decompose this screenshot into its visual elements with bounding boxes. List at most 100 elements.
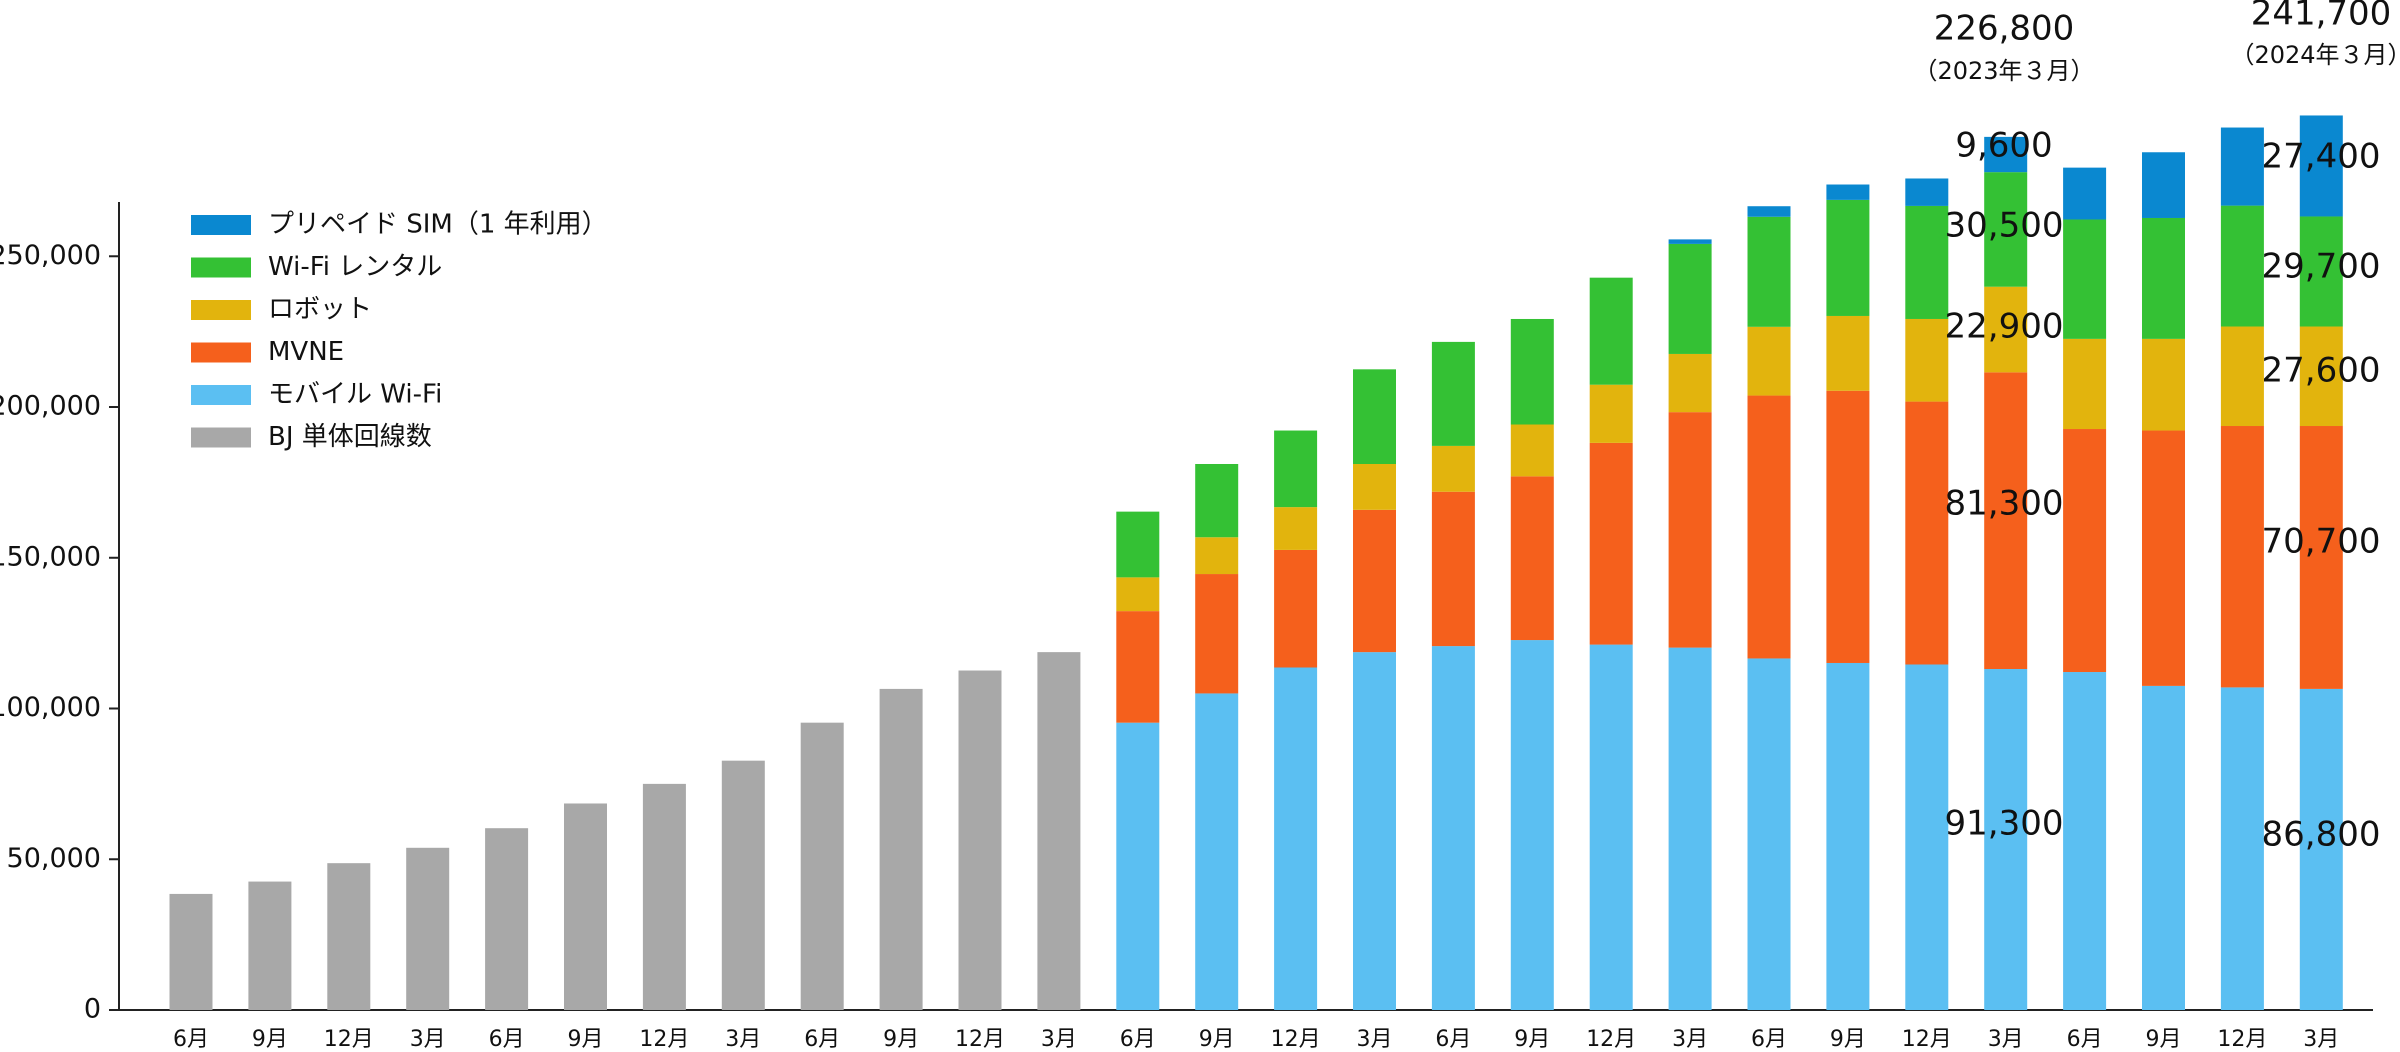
- bar-segment: [2220, 687, 2264, 1010]
- bar-segment: [564, 803, 607, 1010]
- bar-segment: [1274, 549, 1318, 668]
- legend-label: モバイル Wi-Fi: [268, 380, 442, 410]
- bar-segment: [1747, 395, 1791, 659]
- y-tick-label: 50,000: [7, 843, 101, 874]
- annotation: 27,600: [2262, 351, 2381, 391]
- x-tick-label: 9月: [568, 1027, 604, 1052]
- bar-segment: [1116, 611, 1160, 723]
- bar-segment: [1905, 318, 1949, 402]
- bar-segment: [2063, 167, 2107, 220]
- bar-segment: [2142, 152, 2185, 218]
- bar-segment: [1984, 136, 2028, 173]
- bar-segment: [1905, 401, 1949, 665]
- y-tick-label: 150,000: [0, 541, 101, 572]
- bar-segment: [1353, 652, 1396, 1010]
- bar-segment: [879, 688, 923, 1010]
- bar-segment: [1195, 693, 1239, 1010]
- x-tick-label: 12月: [639, 1027, 689, 1052]
- bar-segment: [1747, 216, 1791, 327]
- bar-segment: [1510, 476, 1554, 641]
- bar-segment: [2063, 672, 2107, 1010]
- x-tick-label: 3月: [1357, 1027, 1393, 1052]
- bar-segment: [1826, 315, 1870, 391]
- bar-segment: [1589, 277, 1633, 385]
- bar-segment: [2220, 426, 2264, 688]
- bar-segment: [2063, 219, 2107, 339]
- bar-segment: [1195, 574, 1239, 694]
- bar-segment: [1116, 722, 1160, 1010]
- bar-segment: [800, 722, 844, 1010]
- bar-segment: [406, 847, 450, 1010]
- bar-segment: [1984, 372, 2028, 670]
- bar-segment: [1826, 390, 1870, 663]
- x-tick-label: 6月: [1751, 1027, 1787, 1052]
- annotation: 9,600: [1955, 126, 2052, 166]
- x-tick-label: 12月: [1271, 1027, 1321, 1052]
- bar-segment: [1905, 205, 1949, 319]
- legend-label: BJ 単体回線数: [268, 422, 432, 452]
- bar-segment: [2142, 338, 2185, 431]
- x-tick-label: 6月: [489, 1027, 525, 1052]
- x-tick-label: 3月: [1041, 1027, 1077, 1052]
- bar-segment: [1431, 445, 1475, 492]
- x-tick-label: 3月: [1988, 1027, 2024, 1052]
- annotation: 91,300: [1945, 804, 2064, 844]
- bar-segment: [1826, 199, 1870, 316]
- annotation: （2023年３月）: [1913, 57, 2094, 85]
- bar-segment: [1195, 463, 1239, 538]
- x-tick-label: 9月: [1514, 1027, 1550, 1052]
- bar-segment: [1510, 640, 1554, 1010]
- bar-segment: [2063, 429, 2107, 673]
- bar-segment: [1274, 507, 1318, 550]
- legend-label: Wi-Fi レンタル: [268, 252, 442, 282]
- bar-segment: [1668, 243, 1712, 354]
- annotation: 22,900: [1945, 307, 2064, 347]
- annotation: 30,500: [1945, 206, 2064, 246]
- x-tick-label: 3月: [725, 1027, 761, 1052]
- x-tick-label: 3月: [2303, 1027, 2339, 1052]
- x-tick-label: 6月: [1120, 1027, 1156, 1052]
- bar-segment: [2299, 688, 2343, 1010]
- bar-segment: [1431, 491, 1475, 647]
- bar-segment: [1984, 172, 2028, 287]
- legend-label: ロボット: [268, 295, 372, 325]
- legend-swatch: [191, 257, 251, 278]
- bar-segment: [1668, 239, 1712, 244]
- bar-segment: [2142, 430, 2185, 686]
- legend-swatch: [191, 300, 251, 320]
- bar-segment: [1274, 667, 1318, 1010]
- y-tick-label: 250,000: [0, 240, 101, 271]
- annotation: 81,300: [1945, 484, 2064, 524]
- y-tick-label: 100,000: [0, 692, 101, 723]
- legend-swatch: [191, 215, 251, 235]
- legend-label: MVNE: [268, 337, 344, 367]
- bar-segment: [1510, 424, 1554, 477]
- x-tick-label: 6月: [173, 1027, 209, 1052]
- bar-segment: [169, 893, 213, 1010]
- bar-segment: [1747, 326, 1791, 396]
- bar-segment: [2220, 326, 2264, 427]
- annotation: 241,700: [2251, 0, 2392, 34]
- annotation: 86,800: [2262, 815, 2381, 855]
- bar-segment: [1353, 509, 1396, 653]
- legend-swatch: [191, 385, 251, 405]
- bar-segment: [1668, 647, 1712, 1010]
- x-tick-label: 3月: [1672, 1027, 1708, 1052]
- bar-segment: [1905, 664, 1949, 1010]
- bar-segment: [2299, 216, 2343, 327]
- x-tick-label: 12月: [1902, 1027, 1952, 1052]
- x-tick-label: 9月: [883, 1027, 919, 1052]
- x-tick-label: 9月: [1199, 1027, 1235, 1052]
- bar-segment: [1589, 644, 1633, 1010]
- x-tick-label: 12月: [1586, 1027, 1636, 1052]
- bar-segment: [485, 828, 529, 1010]
- bar-segment: [1274, 430, 1318, 508]
- bar-segment: [721, 760, 765, 1010]
- annotation: （2024年３月）: [2230, 41, 2400, 69]
- x-tick-label: 3月: [410, 1027, 446, 1052]
- bar-segment: [2299, 326, 2343, 427]
- bar-segment: [327, 863, 371, 1010]
- annotation: 29,700: [2262, 247, 2381, 287]
- bar-segment: [2220, 127, 2264, 206]
- x-tick-label: 6月: [1435, 1027, 1471, 1052]
